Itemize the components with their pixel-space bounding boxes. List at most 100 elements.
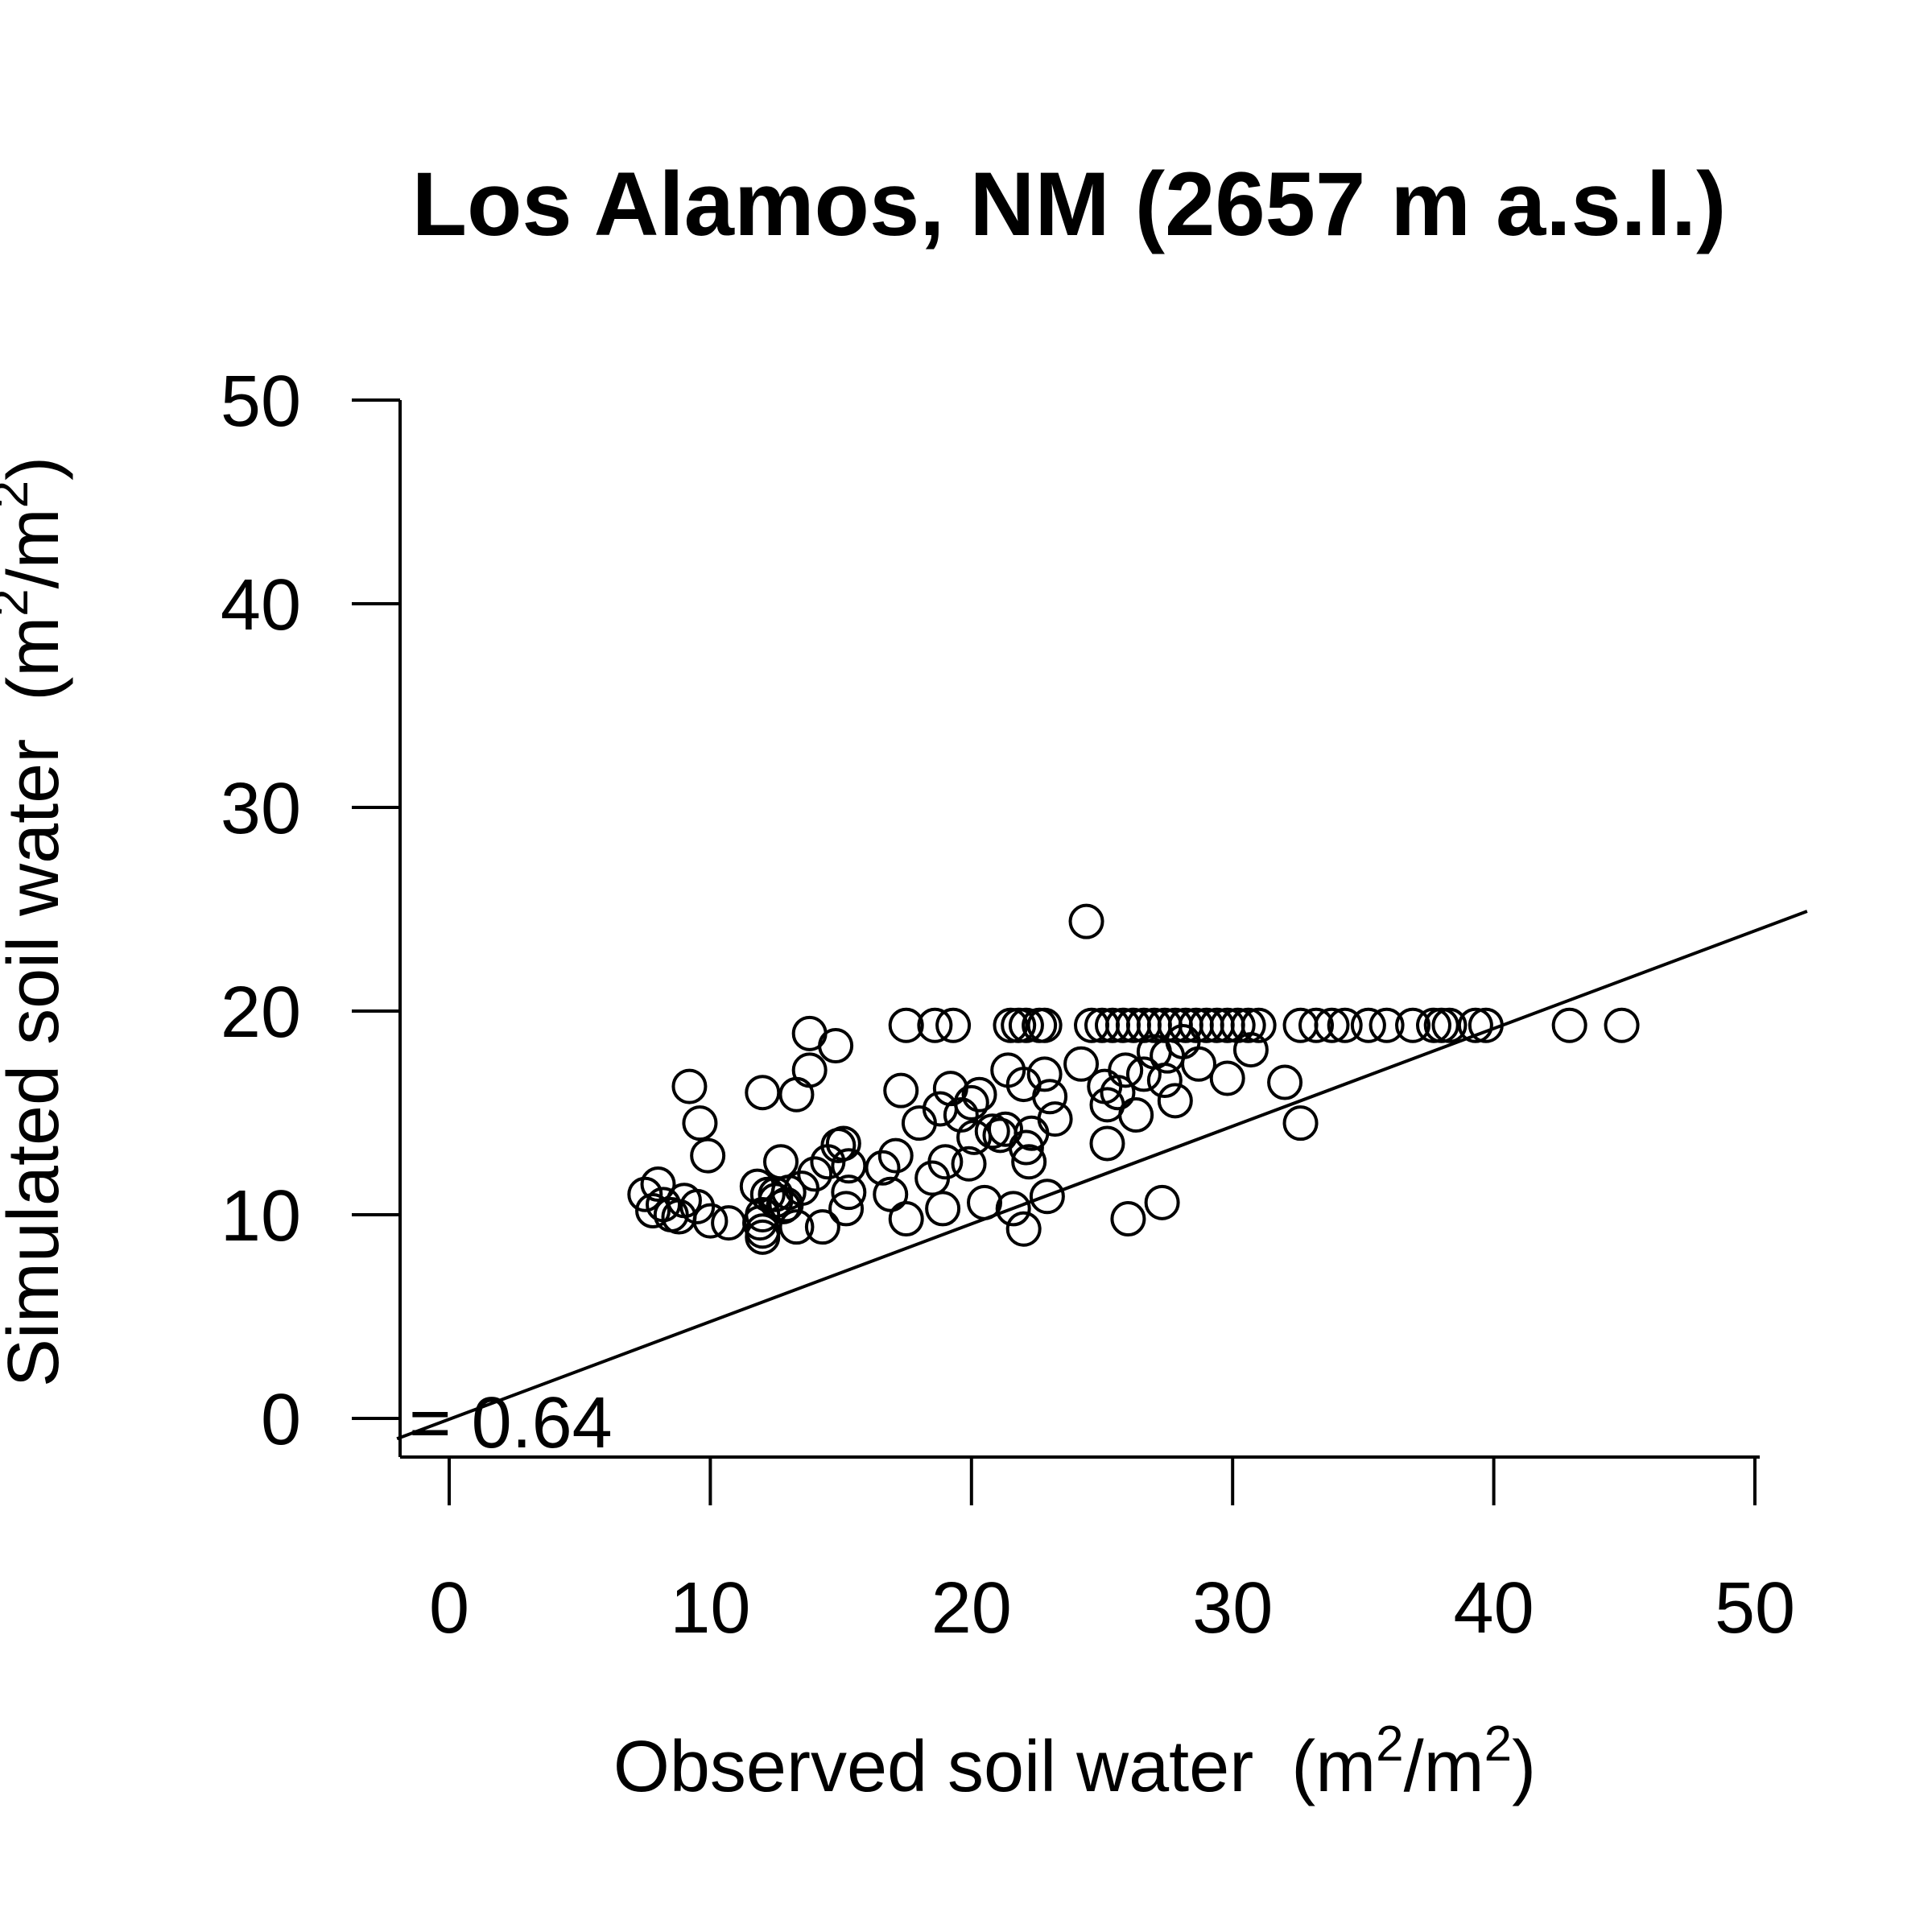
data-point xyxy=(925,1191,961,1227)
x-unit-exp-2: 2 xyxy=(1484,1716,1512,1772)
y-unit-base-2: m xyxy=(0,508,74,568)
data-point xyxy=(877,1137,914,1174)
data-point xyxy=(1026,1007,1063,1043)
data-point xyxy=(1011,1144,1047,1180)
x-unit-exp-1: 2 xyxy=(1376,1716,1403,1772)
data-point xyxy=(745,1075,781,1111)
data-point xyxy=(873,1176,909,1212)
x-unit-close: ) xyxy=(1512,1727,1536,1807)
data-point xyxy=(1551,1007,1587,1043)
y-unit-base-1: m xyxy=(0,617,74,677)
data-point xyxy=(1157,1083,1193,1119)
x-unit-base-2: m xyxy=(1424,1727,1484,1807)
data-point xyxy=(1125,1056,1162,1092)
data-point xyxy=(974,1113,1010,1150)
data-point xyxy=(1468,1007,1504,1043)
data-point xyxy=(1008,1129,1044,1166)
data-point xyxy=(1037,1101,1073,1137)
x-tick-label: 10 xyxy=(670,1568,750,1649)
data-point xyxy=(1026,1056,1063,1092)
x-unit-base-1: m xyxy=(1315,1727,1376,1807)
data-point xyxy=(883,1072,919,1108)
data-point xyxy=(1110,1201,1146,1237)
data-point xyxy=(1314,1007,1350,1043)
data-point xyxy=(766,1188,802,1224)
data-point xyxy=(1350,1007,1386,1043)
data-point xyxy=(1282,1105,1319,1141)
data-point xyxy=(1327,1007,1363,1043)
data-point xyxy=(1146,1063,1183,1099)
data-point xyxy=(711,1205,747,1241)
data-point xyxy=(961,1076,997,1113)
data-point xyxy=(831,1174,867,1211)
data-point xyxy=(825,1125,861,1162)
data-point xyxy=(1008,1007,1044,1043)
data-point xyxy=(943,1097,979,1133)
data-point xyxy=(953,1084,989,1121)
data-point xyxy=(951,1146,987,1182)
data-point xyxy=(1209,1060,1245,1096)
data-point xyxy=(791,1052,828,1088)
data-point xyxy=(1001,1007,1037,1043)
data-point xyxy=(1144,1184,1180,1220)
x-axis: 0 10 20 30 40 50 xyxy=(400,1455,1795,1649)
data-point xyxy=(1032,1079,1068,1115)
data-point xyxy=(682,1105,718,1141)
data-point xyxy=(987,1111,1023,1147)
data-point xyxy=(1423,1007,1459,1043)
data-point xyxy=(917,1007,953,1043)
data-point xyxy=(1457,1007,1493,1043)
x-tick-label: 20 xyxy=(931,1568,1012,1649)
data-point xyxy=(1089,1125,1125,1162)
data-point xyxy=(1415,1007,1451,1043)
data-point xyxy=(1108,1052,1144,1088)
y-tick-label: 0 xyxy=(261,1380,301,1460)
x-unit-slash: / xyxy=(1404,1727,1424,1807)
data-point xyxy=(1232,1032,1269,1068)
data-point xyxy=(1118,1097,1154,1133)
data-point xyxy=(888,1201,924,1237)
data-point xyxy=(1063,1046,1100,1082)
data-point xyxy=(1100,1075,1136,1111)
data-point xyxy=(1150,1038,1186,1074)
y-unit-slash: / xyxy=(0,568,74,588)
data-point xyxy=(692,1203,729,1239)
data-point xyxy=(888,1007,924,1043)
data-point xyxy=(804,1209,840,1245)
data-point xyxy=(1029,1179,1065,1215)
data-point xyxy=(1604,1007,1640,1043)
data-point xyxy=(865,1150,901,1186)
data-point xyxy=(690,1137,726,1174)
x-axis-label: Observed soil water (m2/m2) xyxy=(613,1716,1536,1807)
data-point xyxy=(627,1176,663,1212)
data-point xyxy=(1267,1064,1303,1100)
y-tick-label: 10 xyxy=(221,1176,301,1257)
data-point xyxy=(831,1148,867,1184)
data-point xyxy=(770,1174,807,1211)
y-unit-exp-2: 2 xyxy=(0,481,39,508)
data-point xyxy=(1368,1007,1405,1043)
data-point xyxy=(1241,1007,1277,1043)
data-point xyxy=(640,1166,676,1203)
data-point xyxy=(967,1184,1003,1220)
data-point xyxy=(1395,1007,1431,1043)
data-point xyxy=(762,1144,799,1180)
data-point xyxy=(1230,1007,1266,1043)
chart-title: Los Alamos, NM (2657 m a.s.l.) xyxy=(412,154,1727,254)
data-point xyxy=(818,1028,854,1064)
y-tick-label: 20 xyxy=(221,972,301,1053)
data-point xyxy=(927,1144,964,1180)
y-axis-label: Simulated soil water (m2/m2) xyxy=(0,456,74,1387)
data-point xyxy=(935,1007,972,1043)
x-tick-label: 30 xyxy=(1192,1568,1273,1649)
y-unit-close: ) xyxy=(0,456,74,481)
y-tick-label: 30 xyxy=(221,769,301,849)
data-point xyxy=(671,1068,708,1104)
y-unit-open: ( xyxy=(0,677,74,701)
data-point xyxy=(778,1076,815,1113)
y-unit-exp-1: 2 xyxy=(0,588,39,616)
data-point xyxy=(745,1219,781,1255)
data-point xyxy=(1298,1007,1335,1043)
x-unit-open: ( xyxy=(1291,1727,1315,1807)
